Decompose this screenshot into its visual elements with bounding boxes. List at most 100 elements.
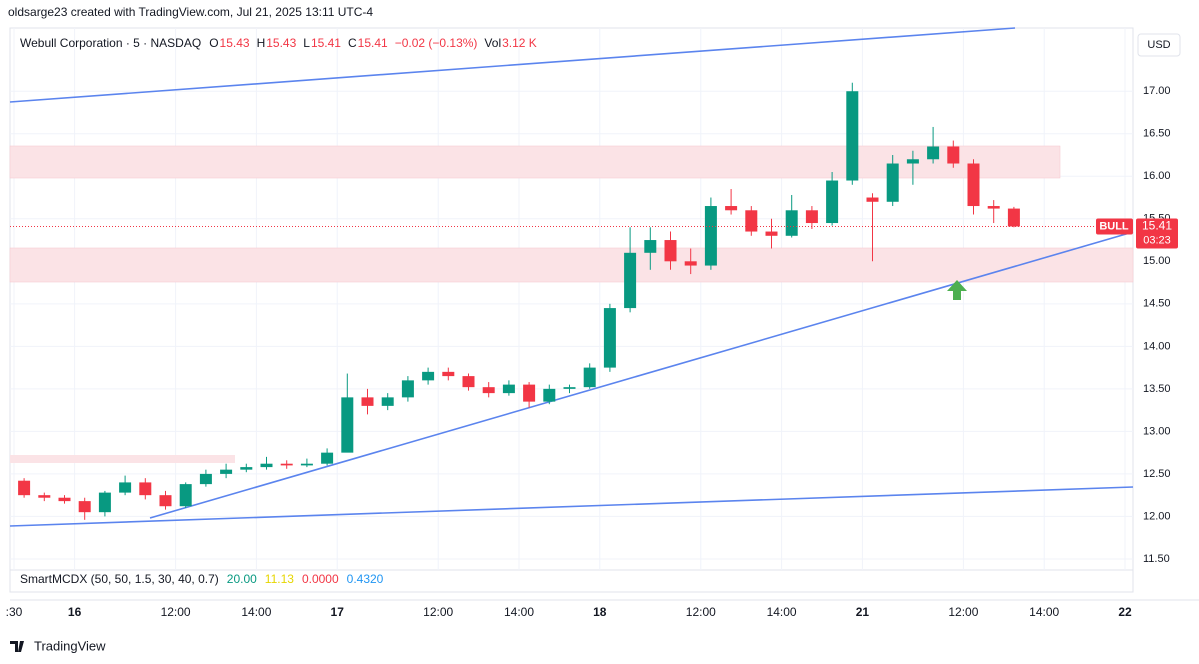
indicator-value: 0.4320 (347, 572, 384, 586)
candle-body (1007, 208, 1020, 227)
candle-body (18, 480, 31, 496)
candle-body (805, 210, 818, 224)
x-tick-label: :30 (6, 605, 23, 619)
candle-body (866, 197, 879, 202)
candle-body (159, 495, 172, 507)
countdown: 03:23 (1143, 234, 1171, 246)
candle-body (664, 240, 677, 262)
x-tick-label: 12:00 (686, 605, 716, 619)
support-zone (9, 247, 1134, 283)
x-tick-label: 17 (331, 605, 345, 619)
candle-body (906, 159, 919, 164)
brand: TradingView (10, 638, 106, 653)
candle-body (987, 206, 1000, 209)
y-tick-label: 12.50 (1143, 468, 1171, 480)
indicator-value: 11.13 (265, 572, 294, 586)
indicator-name: SmartMCDX (50, 50, 1.5, 30, 40, 0.7) (20, 572, 219, 586)
legend-value: 15.43 (220, 36, 250, 50)
candle-body (462, 376, 475, 388)
candle-body (179, 484, 192, 507)
brand-logo (10, 641, 24, 652)
candle-body (240, 467, 253, 470)
candle-body (361, 397, 374, 406)
x-tick-label: 14:00 (767, 605, 797, 619)
candle-body (603, 308, 616, 368)
legend: Webull Corporation · 5 · NASDAQ O 15.43 H 15… (20, 36, 537, 50)
indicator-legend: SmartMCDX (50, 50, 1.5, 30, 40, 0.7) 20.0… (20, 572, 384, 586)
candle-body (684, 261, 697, 266)
plot-frame (9, 27, 1134, 593)
y-tick-label: 16.00 (1143, 170, 1171, 182)
candle-body (725, 206, 738, 211)
candle-body (543, 388, 556, 402)
candle-body (563, 387, 576, 389)
legend-value: 15.41 (311, 36, 341, 50)
candle-body (139, 482, 152, 496)
legend-key: C (348, 36, 357, 50)
legend-key: O (209, 36, 218, 50)
y-tick-label: 13.50 (1143, 383, 1171, 395)
price-tag-name: BULL (1099, 220, 1129, 232)
candle-body (785, 210, 798, 236)
x-tick-label: 14:00 (504, 605, 534, 619)
upper-channel-line (9, 27, 1016, 103)
candle-body (442, 371, 455, 377)
symbol-title: Webull Corporation · 5 · NASDAQ (20, 36, 201, 50)
candle-body (300, 463, 313, 466)
y-tick-label: 16.50 (1143, 128, 1171, 140)
candle-body (644, 240, 657, 253)
y-tick-label: 12.00 (1143, 510, 1171, 522)
y-tick-label: 11.50 (1143, 553, 1170, 565)
candle-body (58, 497, 71, 502)
trend-lines (9, 27, 1134, 527)
price-label: 15.41 (1142, 219, 1172, 233)
y-tick-label: 14.00 (1143, 340, 1171, 352)
x-tick-label: 16 (68, 605, 82, 619)
x-tick-label: 12:00 (948, 605, 978, 619)
legend-key: L (303, 36, 310, 50)
small-zone (10, 455, 235, 463)
candle-body (886, 163, 899, 202)
x-tick-label: 12:00 (161, 605, 191, 619)
candle-body (826, 180, 839, 224)
x-tick-label: 21 (856, 605, 870, 619)
candle-body (381, 397, 394, 406)
candle-body (765, 231, 778, 236)
currency: USD (1147, 39, 1170, 51)
candle-body (704, 206, 717, 266)
candle-body (846, 91, 859, 181)
candle-body (422, 371, 435, 381)
lower-channel-line (9, 486, 1134, 527)
candle-body (199, 473, 212, 485)
indicator-value: 20.00 (227, 572, 257, 586)
indicator-value: 0.0000 (302, 572, 339, 586)
x-tick-label: 14:00 (241, 605, 271, 619)
up-arrow (947, 280, 967, 300)
legend-value: 3.12 K (502, 36, 537, 50)
candle-body (482, 387, 495, 394)
brand-name: TradingView (34, 638, 106, 653)
rising-trend-line (149, 231, 1134, 519)
x-tick-label: 18 (593, 605, 607, 619)
candle-body (947, 146, 960, 164)
y-tick-label: 14.50 (1143, 298, 1171, 310)
x-tick-label: 12:00 (423, 605, 453, 619)
attribution: oldsarge23 created with TradingView.com,… (8, 5, 373, 19)
candle-body (583, 367, 596, 388)
candle-body (38, 495, 51, 498)
y-tick-label: 17.00 (1143, 85, 1171, 97)
candle-body (624, 252, 637, 309)
resistance-zone (9, 145, 1061, 179)
candle-body (745, 210, 758, 232)
x-tick-label: 22 (1118, 605, 1132, 619)
candle-body (260, 463, 273, 468)
candle-body (967, 163, 980, 207)
y-tick-label: 13.00 (1143, 425, 1171, 437)
currency-box[interactable] (1137, 33, 1181, 57)
price-tag-bg (1096, 218, 1133, 235)
legend-value: −0.02 (−0.13%) (395, 36, 478, 50)
legend-key: H (257, 36, 266, 50)
candle-body (341, 397, 354, 453)
legend-value: 15.41 (358, 36, 388, 50)
